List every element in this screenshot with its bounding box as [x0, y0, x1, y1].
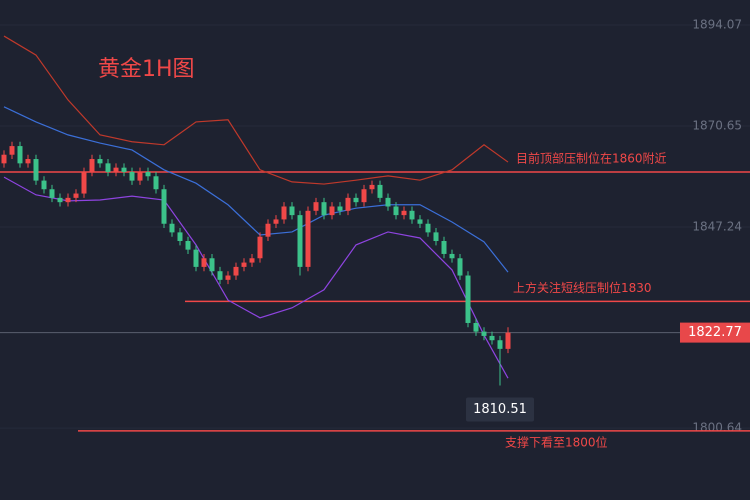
candle-body [73, 193, 79, 198]
candle-body [169, 223, 175, 233]
candle-body [345, 197, 351, 211]
candle-body [9, 146, 15, 155]
candle-body [257, 236, 263, 259]
candle-body [201, 258, 207, 267]
candle-body [193, 249, 199, 267]
candle-body [57, 197, 63, 203]
candle-body [385, 197, 391, 207]
candle-body [489, 335, 495, 341]
candle-body [433, 232, 439, 242]
candle-body [129, 171, 135, 181]
candle-body [97, 159, 103, 164]
chart-title: 黄金1H图 [98, 57, 195, 82]
candle-body [425, 223, 431, 233]
candle-body [401, 210, 407, 216]
band-line [3, 176, 509, 379]
candle-body [329, 206, 335, 216]
candle-body [41, 180, 47, 190]
candle-body [441, 241, 447, 254]
candle-body [185, 241, 191, 250]
candle-body [417, 219, 423, 224]
candle-body [377, 184, 383, 198]
candle-body [449, 253, 455, 259]
candle-body [289, 206, 295, 216]
candle-body [297, 215, 303, 267]
candle-body [65, 197, 71, 203]
candle-body [273, 219, 279, 224]
y-tick-label: 1894.07 [692, 17, 742, 31]
price-label-box [680, 322, 750, 343]
candle-body [305, 210, 311, 267]
candle-body [25, 159, 31, 164]
candle-body [105, 163, 111, 172]
current-price-label: 1822.77 [688, 325, 742, 340]
candle-body [409, 210, 415, 220]
candle-body [137, 171, 143, 181]
candle-body [153, 176, 159, 190]
candle-body [281, 206, 287, 220]
candle-body [121, 167, 127, 172]
candle-body [321, 202, 327, 216]
candle-body [497, 340, 503, 349]
candle-body [217, 271, 223, 280]
band-line [3, 35, 509, 185]
candle-body [89, 159, 95, 172]
candle-body [49, 189, 55, 198]
candle-body [465, 275, 471, 323]
candle-body [225, 275, 231, 280]
candle-body [33, 159, 39, 181]
candle-body [353, 197, 359, 203]
candle-body [457, 258, 463, 276]
low-label: 1810.51 [473, 402, 527, 417]
y-tick-label: 1800.64 [692, 421, 742, 435]
candle-body [313, 202, 319, 211]
candle-body [113, 167, 119, 172]
candle-body [145, 171, 151, 177]
candle-body [233, 266, 239, 276]
level-annotation: 目前顶部压制位在1860附近 [516, 150, 667, 165]
low-label-box [466, 397, 534, 422]
candle-body [337, 206, 343, 211]
candle-body [241, 262, 247, 267]
candle-body [393, 206, 399, 216]
candle-body [1, 154, 7, 164]
candle-body [361, 189, 367, 203]
candle-body [161, 189, 167, 224]
candle-body [265, 223, 271, 237]
y-tick-label: 1870.65 [692, 119, 742, 133]
candle-body [177, 232, 183, 242]
level-annotation: 支撑下看至1800位 [505, 434, 608, 449]
candle-body [209, 258, 215, 272]
candle-body [17, 146, 23, 164]
level-annotation: 上方关注短线压制位1830 [513, 280, 652, 295]
candle-body [473, 322, 479, 332]
candle-body [505, 332, 511, 349]
candle-body [481, 331, 487, 336]
y-tick-label: 1847.24 [692, 220, 742, 234]
candle-body [81, 171, 87, 194]
candle-body [249, 258, 255, 263]
candle-body [369, 184, 375, 190]
